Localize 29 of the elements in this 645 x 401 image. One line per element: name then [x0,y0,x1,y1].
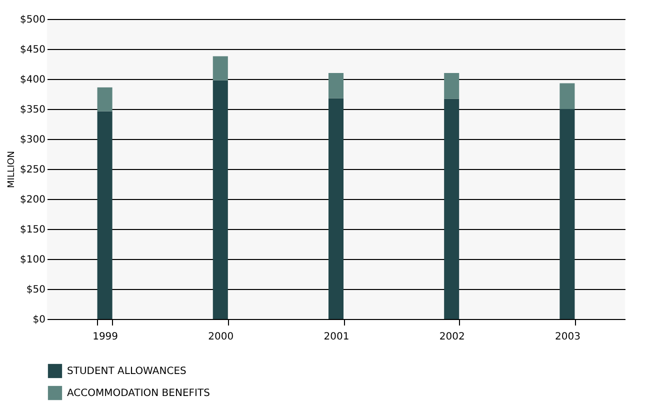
y-tick-label: $500 [20,14,46,26]
bar [97,111,112,319]
x-tick-label: 2002 [439,332,465,342]
x-tick-label: 2003 [554,332,580,342]
bar [97,87,112,112]
y-tick-label: $350 [20,104,46,116]
bar [212,80,228,319]
bar [328,73,344,98]
y-axis-title: MILLION [7,151,18,188]
y-tick-label: $100 [20,254,46,266]
y-tick-label: $250 [20,164,46,176]
bar [328,98,344,319]
y-tick-label: $200 [20,194,46,206]
y-tick-label: $0 [32,314,46,326]
bar [444,73,460,99]
legend-label: STUDENT ALLOWANCES [67,366,186,377]
bar [444,98,460,319]
bar [560,109,575,319]
x-tick-label: 2001 [324,332,350,342]
y-tick-label: $300 [20,134,46,146]
bar [212,56,228,80]
x-tick-label: 2000 [208,332,234,342]
y-tick-label: $400 [20,74,46,86]
y-tick-label: $450 [20,44,46,56]
y-tick-label: $150 [20,224,46,236]
legend-label: ACCOMMODATION BENEFITS [67,388,210,399]
y-tick-label: $50 [26,284,46,296]
bar [560,83,575,109]
x-tick-label: 1999 [92,332,118,342]
